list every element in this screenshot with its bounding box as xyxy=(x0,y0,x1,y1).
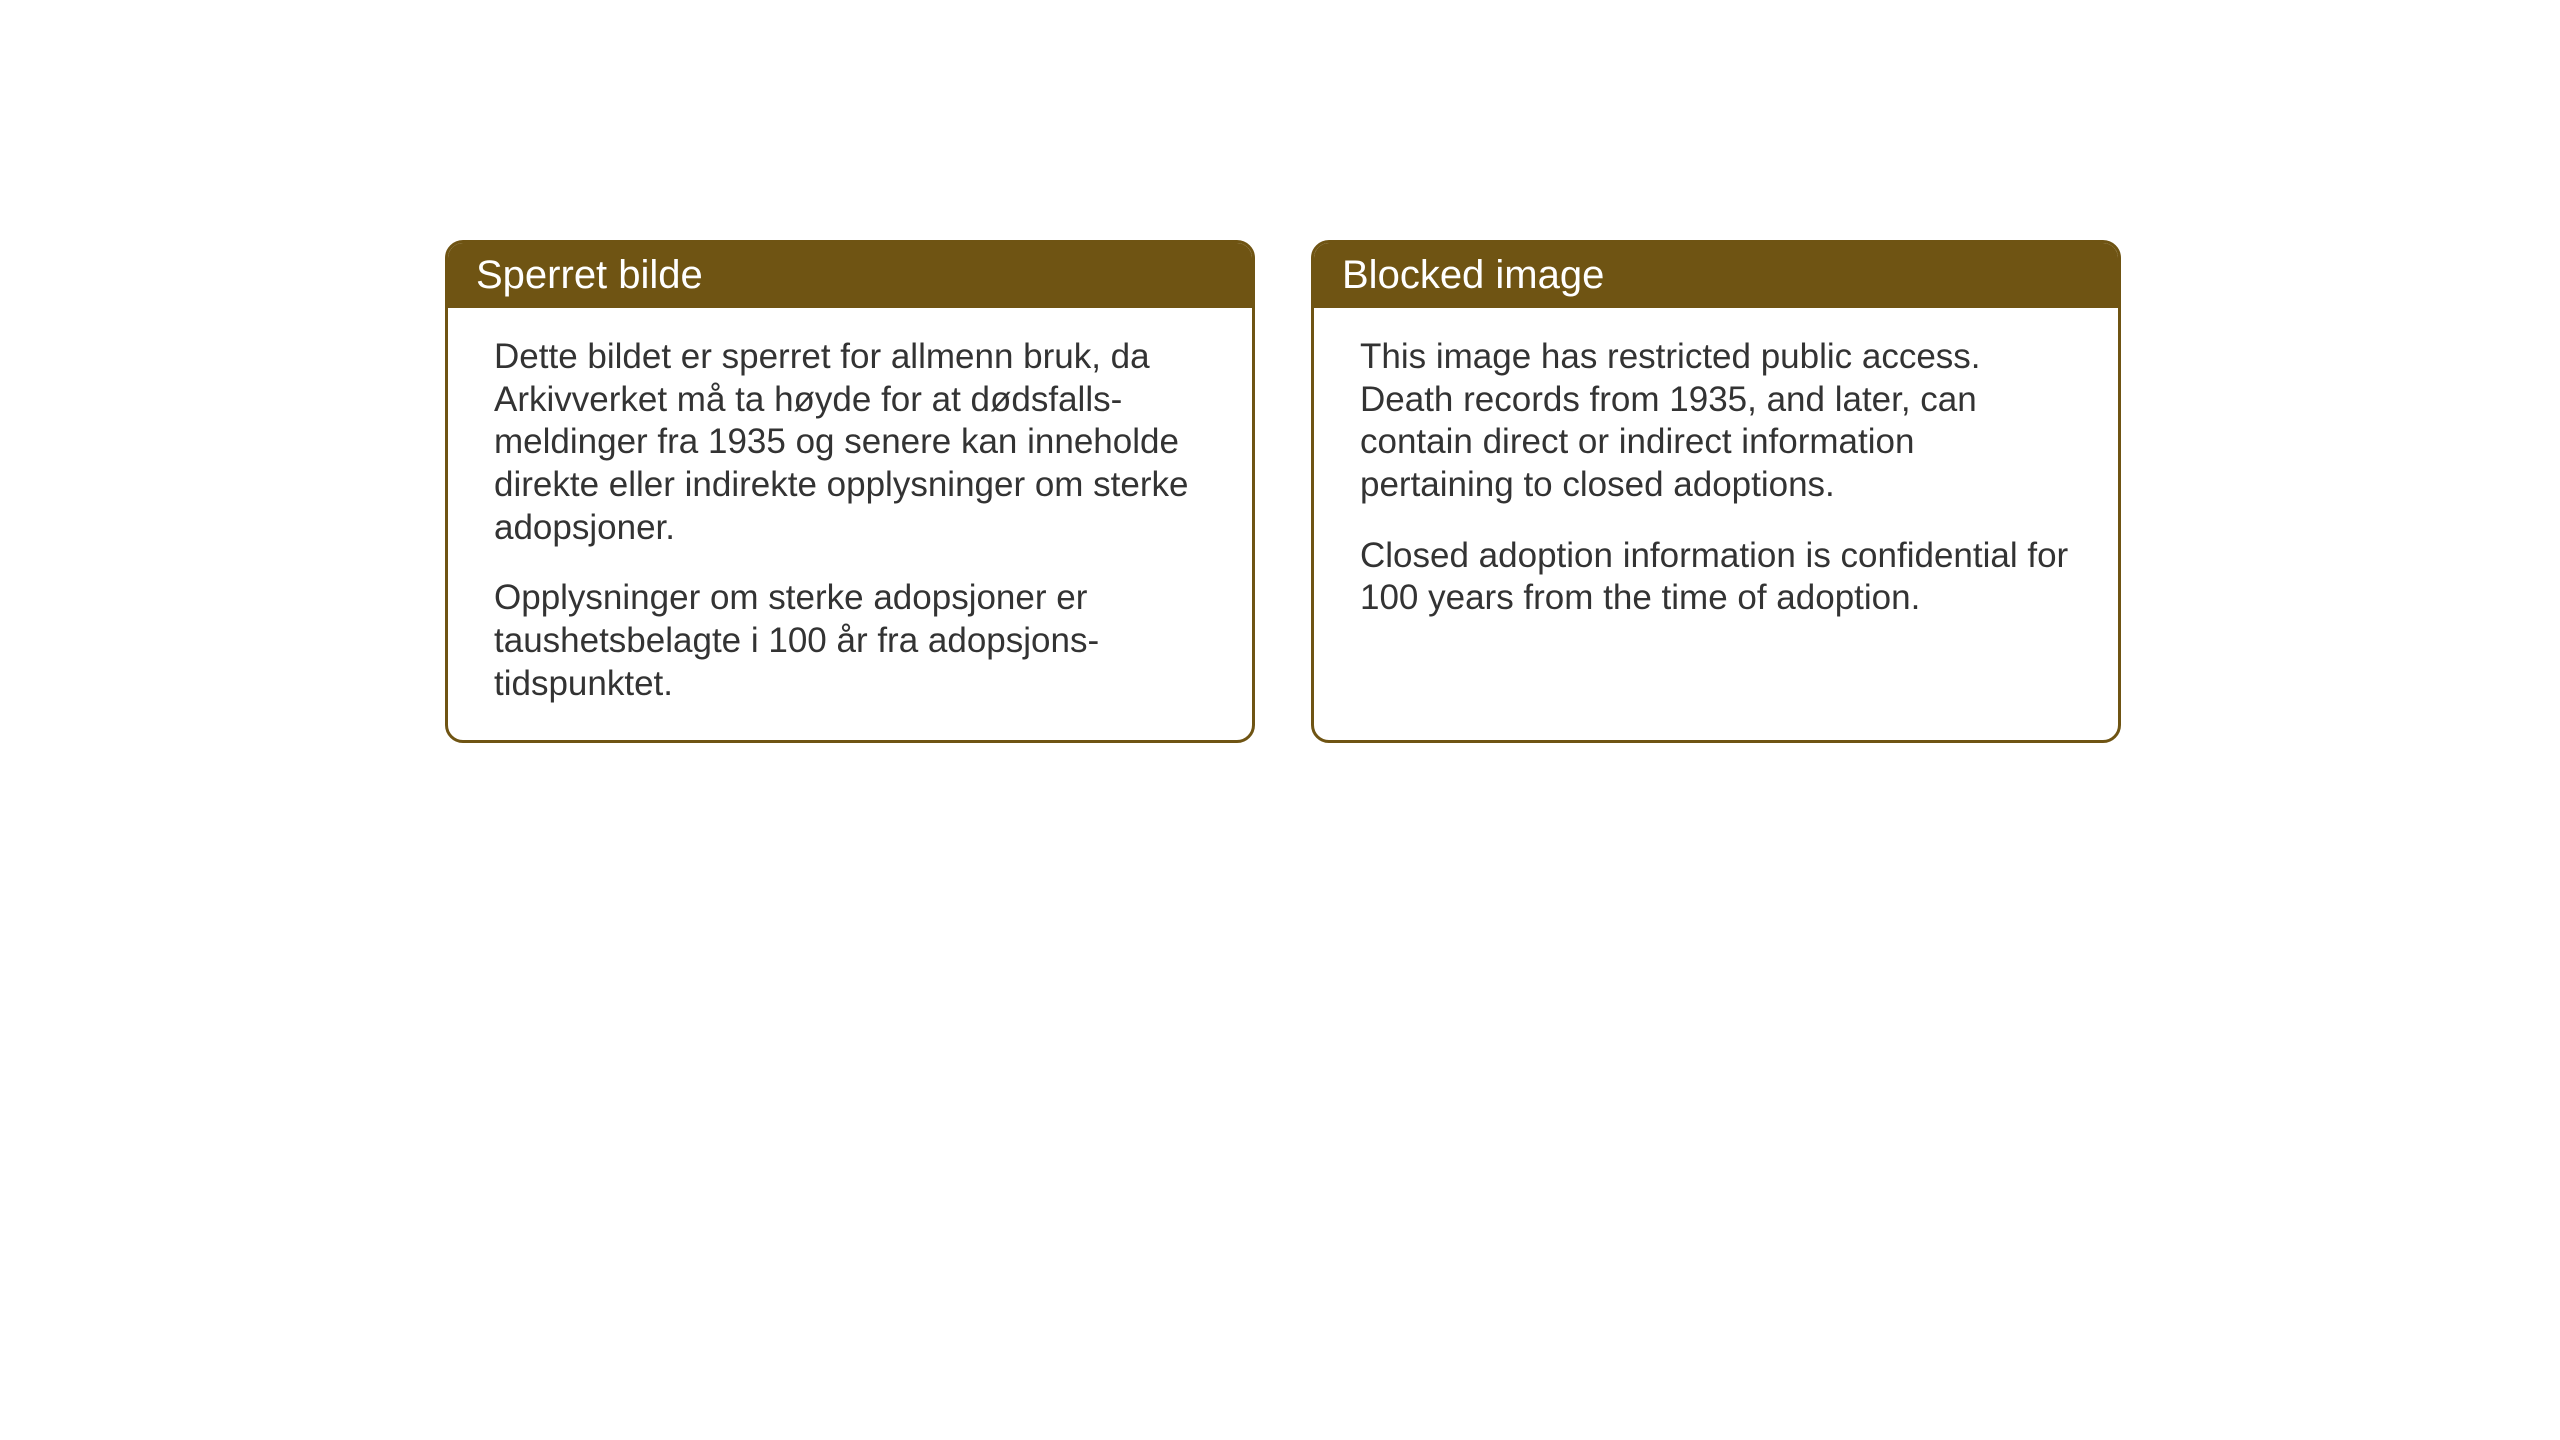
info-box-body-norwegian: Dette bildet er sperret for allmenn bruk… xyxy=(448,308,1252,740)
info-box-body-english: This image has restricted public access.… xyxy=(1314,308,2118,654)
info-text-norwegian-p2: Opplysninger om sterke adopsjoner er tau… xyxy=(494,577,1206,705)
info-box-container: Sperret bilde Dette bildet er sperret fo… xyxy=(445,240,2121,743)
info-box-english: Blocked image This image has restricted … xyxy=(1311,240,2121,743)
info-box-norwegian: Sperret bilde Dette bildet er sperret fo… xyxy=(445,240,1255,743)
info-box-header-english: Blocked image xyxy=(1314,243,2118,308)
info-box-header-norwegian: Sperret bilde xyxy=(448,243,1252,308)
info-text-english-p1: This image has restricted public access.… xyxy=(1360,336,2072,507)
info-text-english-p2: Closed adoption information is confident… xyxy=(1360,535,2072,620)
info-text-norwegian-p1: Dette bildet er sperret for allmenn bruk… xyxy=(494,336,1206,549)
